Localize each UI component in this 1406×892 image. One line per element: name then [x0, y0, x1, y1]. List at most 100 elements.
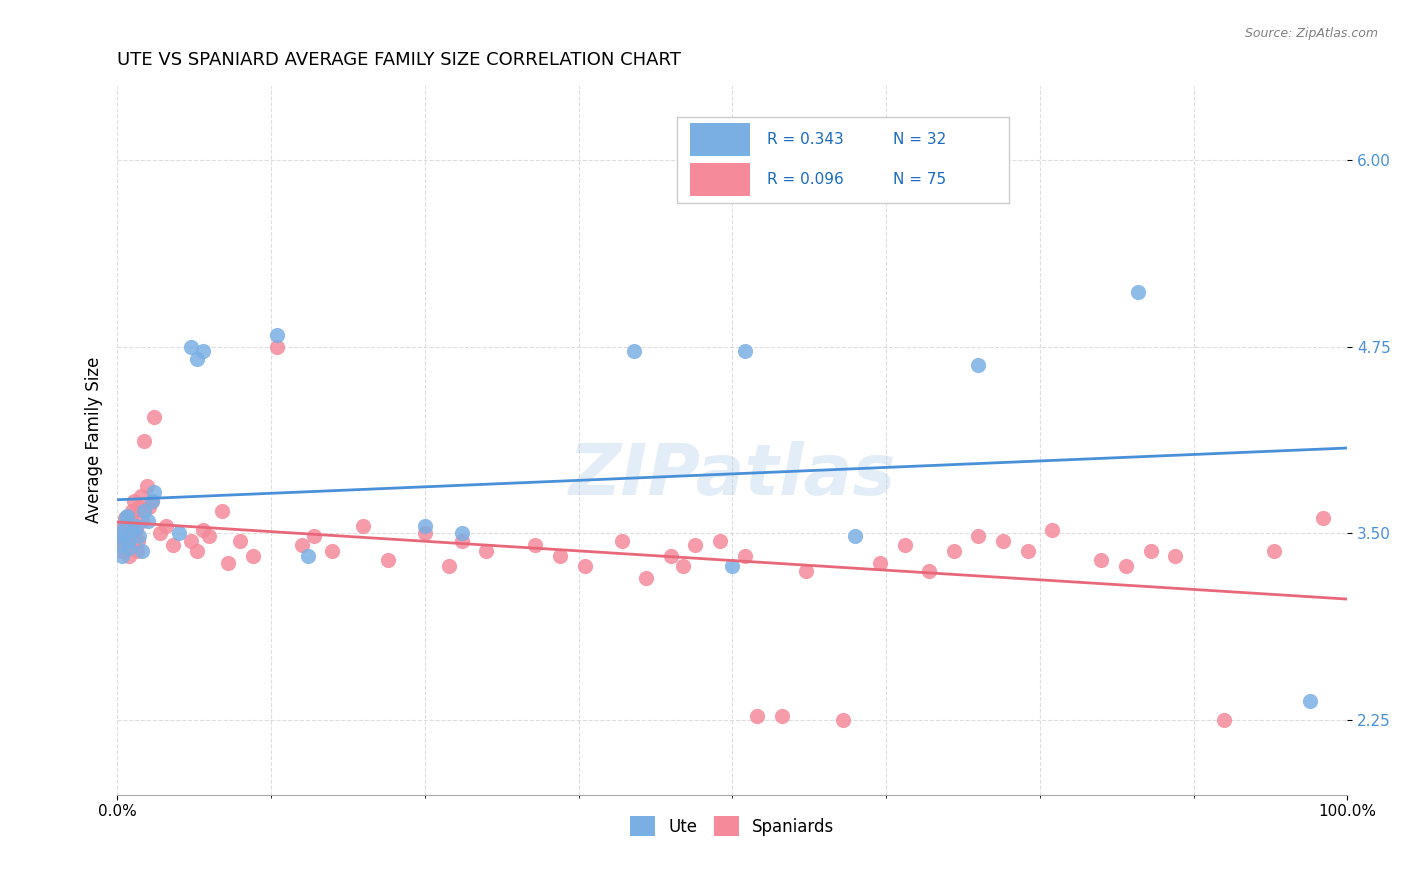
- Point: [131, 515, 153, 529]
- Point: [211, 504, 233, 518]
- Point: [167, 526, 190, 541]
- Point: [623, 344, 645, 359]
- Point: [770, 708, 793, 723]
- Point: [107, 529, 129, 543]
- Point: [1139, 544, 1161, 558]
- Point: [685, 538, 707, 552]
- Point: [991, 533, 1014, 548]
- Point: [118, 541, 141, 556]
- Point: [832, 713, 855, 727]
- Point: [121, 524, 143, 538]
- Point: [149, 526, 172, 541]
- Point: [128, 500, 150, 514]
- Point: [112, 519, 135, 533]
- Point: [439, 559, 461, 574]
- Point: [844, 529, 866, 543]
- Point: [709, 533, 731, 548]
- Point: [450, 526, 472, 541]
- Point: [114, 515, 136, 529]
- Point: [118, 549, 141, 563]
- Point: [734, 549, 756, 563]
- Point: [125, 544, 148, 558]
- Point: [114, 511, 136, 525]
- Point: [1128, 285, 1150, 299]
- Text: ZIPatlas: ZIPatlas: [568, 441, 896, 510]
- Point: [186, 544, 208, 558]
- Point: [143, 484, 166, 499]
- Text: UTE VS SPANIARD AVERAGE FAMILY SIZE CORRELATION CHART: UTE VS SPANIARD AVERAGE FAMILY SIZE CORR…: [117, 51, 681, 69]
- Point: [112, 529, 135, 543]
- Point: [352, 519, 374, 533]
- Point: [1213, 713, 1236, 727]
- Point: [475, 544, 498, 558]
- Point: [291, 538, 314, 552]
- Point: [162, 538, 184, 552]
- Point: [450, 533, 472, 548]
- Point: [124, 519, 146, 533]
- Point: [967, 529, 990, 543]
- Point: [117, 526, 139, 541]
- Point: [1090, 553, 1112, 567]
- Point: [121, 504, 143, 518]
- Point: [266, 327, 288, 342]
- Point: [1115, 559, 1137, 574]
- Point: [124, 524, 146, 538]
- Point: [1299, 693, 1322, 707]
- Point: [108, 533, 131, 548]
- Point: [120, 508, 142, 523]
- Point: [114, 511, 136, 525]
- Point: [242, 549, 264, 563]
- Point: [127, 533, 149, 548]
- Point: [143, 409, 166, 424]
- Point: [1312, 511, 1334, 525]
- Point: [659, 549, 682, 563]
- Point: [111, 549, 134, 563]
- Point: [672, 559, 695, 574]
- Point: [115, 538, 138, 552]
- Point: [141, 493, 163, 508]
- Point: [155, 519, 177, 533]
- Point: [636, 571, 658, 585]
- Y-axis label: Average Family Size: Average Family Size: [86, 357, 103, 524]
- Point: [110, 524, 132, 538]
- Point: [321, 544, 343, 558]
- Point: [413, 526, 436, 541]
- Point: [129, 489, 152, 503]
- Point: [198, 529, 221, 543]
- Point: [413, 519, 436, 533]
- Point: [193, 344, 215, 359]
- Point: [721, 559, 744, 574]
- Point: [524, 538, 547, 552]
- Point: [745, 708, 768, 723]
- Point: [134, 434, 156, 448]
- Point: [942, 544, 965, 558]
- Point: [302, 529, 325, 543]
- Point: [967, 358, 990, 372]
- Point: [115, 508, 138, 523]
- Point: [794, 564, 817, 578]
- Point: [1040, 524, 1063, 538]
- Point: [128, 529, 150, 543]
- Point: [1017, 544, 1039, 558]
- Point: [108, 526, 131, 541]
- Point: [297, 549, 319, 563]
- Point: [134, 504, 156, 518]
- Point: [893, 538, 915, 552]
- Point: [180, 340, 202, 354]
- Point: [111, 544, 134, 558]
- Point: [548, 549, 571, 563]
- Point: [266, 340, 288, 354]
- Point: [1164, 549, 1187, 563]
- Point: [117, 533, 139, 548]
- Point: [610, 533, 633, 548]
- Point: [186, 351, 208, 366]
- Point: [229, 533, 252, 548]
- Legend: Ute, Spaniards: Ute, Spaniards: [623, 809, 841, 843]
- Text: Source: ZipAtlas.com: Source: ZipAtlas.com: [1244, 27, 1378, 40]
- Point: [124, 493, 146, 508]
- Point: [141, 493, 163, 508]
- Point: [1263, 544, 1285, 558]
- Point: [135, 478, 157, 492]
- Point: [734, 344, 756, 359]
- Point: [180, 533, 202, 548]
